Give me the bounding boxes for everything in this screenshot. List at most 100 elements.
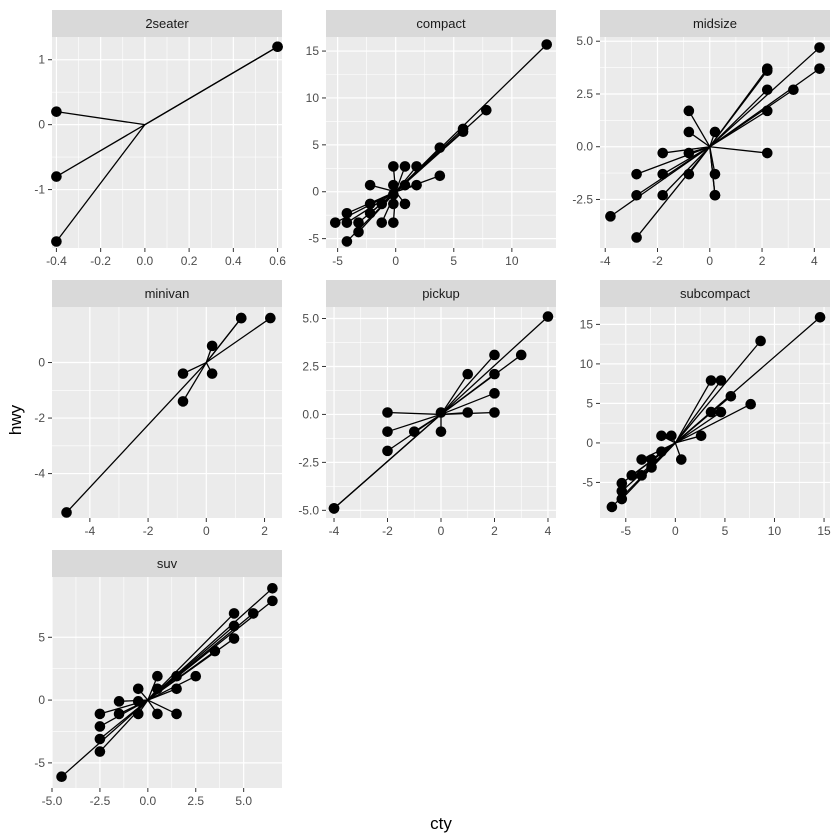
data-point: [434, 170, 446, 182]
data-segment: [674, 411, 722, 444]
data-point: [388, 189, 399, 200]
x-tick-label: 2: [491, 524, 498, 538]
data-point: [631, 232, 642, 243]
data-segment: [674, 380, 722, 444]
data-point: [725, 390, 737, 402]
x-tick-label: 4: [811, 254, 818, 268]
x-tick-label: 0: [706, 254, 713, 268]
data-point: [388, 179, 399, 191]
data-point: [341, 208, 353, 219]
data-point: [341, 236, 353, 247]
data-point: [329, 217, 341, 228]
x-tick-label: 10: [505, 254, 519, 268]
data-point: [94, 721, 106, 732]
data-point: [457, 126, 469, 138]
x-tick-label: 0: [203, 524, 210, 538]
x-tick-label: -2: [652, 254, 663, 268]
data-point: [267, 583, 278, 594]
y-tick-label: 10: [306, 91, 320, 105]
data-point: [709, 126, 721, 138]
data-point: [265, 312, 276, 324]
y-tick-label: 0: [38, 693, 45, 707]
x-tick-label: 0: [392, 254, 399, 268]
data-segment: [610, 146, 711, 217]
data-point: [267, 595, 278, 607]
x-tick-label: -5: [620, 524, 631, 538]
x-tick-label: 5.0: [235, 794, 252, 808]
data-point: [272, 41, 283, 53]
data-point: [177, 396, 189, 407]
data-point: [228, 633, 240, 644]
x-tick-label: 0: [438, 524, 445, 538]
facet-strip-label: midsize: [693, 16, 737, 31]
x-tick-label: 0.0: [137, 254, 154, 268]
data-point: [51, 171, 62, 182]
data-segment: [709, 89, 794, 148]
data-point: [481, 104, 492, 116]
data-point: [646, 454, 657, 465]
data-segment: [333, 413, 442, 509]
data-point: [51, 236, 62, 247]
panel-subcompact: subcompact -5 0 5 10 15 -5 0 5 10 15: [580, 280, 831, 538]
data-point: [626, 470, 638, 481]
data-segment: [99, 699, 149, 753]
data-point: [636, 454, 647, 465]
x-tick-label: 2.5: [187, 794, 204, 808]
data-point: [705, 375, 717, 386]
data-segment: [66, 362, 207, 513]
y-tick-label: -5.0: [298, 503, 319, 517]
data-point: [683, 126, 695, 138]
data-point: [605, 211, 616, 222]
data-segment: [55, 124, 146, 242]
data-point: [489, 368, 500, 380]
data-point: [132, 683, 144, 695]
data-point: [132, 696, 144, 707]
x-tick-label: 4: [545, 524, 552, 538]
y-tick-label: 0.0: [576, 140, 593, 154]
data-point: [715, 375, 727, 386]
data-segment: [709, 146, 768, 154]
panel-background: [52, 307, 282, 518]
data-segment: [387, 411, 442, 416]
data-point: [814, 42, 825, 53]
data-point: [364, 208, 376, 219]
data-point: [132, 708, 144, 720]
facet-strip: [326, 10, 556, 37]
x-tick-label: 0: [672, 524, 679, 538]
data-point: [113, 708, 125, 720]
data-point: [755, 335, 766, 347]
y-tick-label: -5: [34, 756, 45, 770]
data-point: [462, 407, 474, 418]
data-segment: [440, 354, 495, 415]
data-point: [228, 620, 240, 632]
data-point: [666, 430, 677, 442]
data-point: [788, 84, 799, 96]
data-point: [228, 608, 240, 619]
data-point: [683, 168, 695, 180]
data-point: [435, 426, 447, 437]
panel-pickup: pickup -4 -2 0 2 4 -5.0 -2.5 0.0 2.5 5.0: [298, 280, 556, 538]
x-tick-label: 10: [768, 524, 782, 538]
data-point: [382, 407, 393, 418]
data-point: [715, 406, 727, 418]
data-point: [709, 189, 721, 201]
data-segment: [182, 362, 207, 402]
data-point: [542, 311, 554, 322]
x-tick-label: -4: [329, 524, 340, 538]
data-point: [695, 430, 707, 442]
y-tick-label: 5: [586, 396, 593, 410]
data-point: [353, 217, 364, 228]
x-tick-label: -2: [382, 524, 393, 538]
y-tick-label: -2: [34, 411, 45, 425]
data-point: [341, 217, 353, 228]
data-point: [434, 142, 446, 153]
y-tick-label: -1: [34, 183, 45, 197]
facet-strip: [52, 280, 282, 307]
y-tick-label: 2.5: [302, 359, 319, 373]
data-point: [646, 462, 657, 473]
data-point: [171, 683, 182, 695]
data-point: [489, 388, 500, 399]
data-point: [382, 445, 393, 457]
data-point: [656, 430, 667, 442]
data-point: [388, 217, 399, 228]
